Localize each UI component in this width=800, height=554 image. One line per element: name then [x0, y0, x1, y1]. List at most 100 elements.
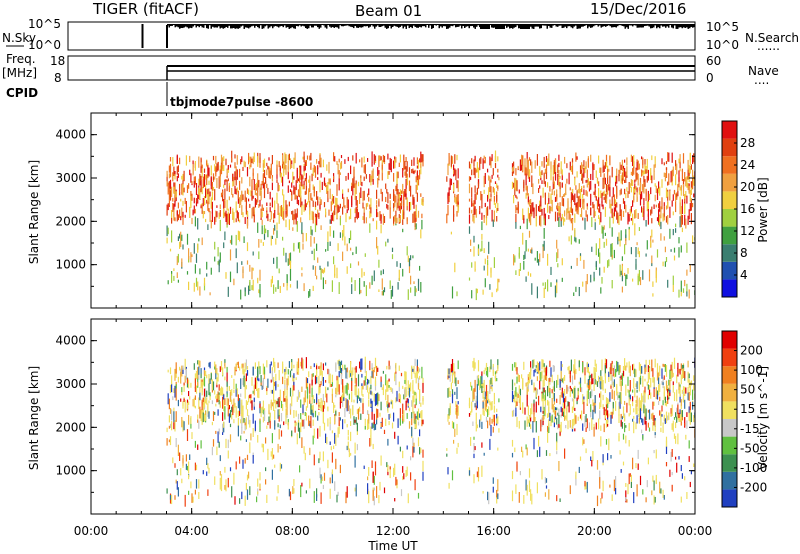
range-cell — [267, 422, 269, 426]
range-cell — [371, 400, 373, 412]
range-cell — [271, 275, 273, 284]
range-cell — [515, 222, 517, 229]
range-cell — [279, 167, 281, 171]
range-cell — [655, 387, 657, 400]
range-cell — [574, 387, 576, 399]
range-cell — [331, 472, 333, 484]
range-cell — [518, 269, 520, 276]
range-cell — [362, 398, 364, 408]
range-cell — [269, 172, 271, 179]
range-cell — [633, 155, 635, 167]
range-cell — [451, 286, 454, 299]
range-cell — [234, 185, 236, 194]
range-cell — [483, 248, 485, 253]
range-cell — [576, 202, 578, 210]
range-cell — [621, 172, 623, 185]
range-cell — [632, 364, 634, 371]
noise-sample — [192, 24, 194, 27]
range-cell — [638, 418, 640, 423]
range-cell — [399, 394, 401, 404]
range-cell — [227, 211, 229, 224]
range-cell — [613, 207, 615, 217]
noise-sample — [446, 24, 448, 29]
range-cell — [334, 415, 336, 424]
range-cell — [399, 214, 401, 224]
range-cell — [296, 208, 298, 218]
range-cell — [311, 405, 313, 410]
range-cell — [370, 175, 372, 181]
range-cell — [672, 381, 674, 386]
range-cell — [579, 214, 582, 217]
range-cell — [365, 174, 367, 179]
range-cell — [633, 492, 635, 504]
range-cell — [235, 406, 237, 418]
range-cell — [457, 194, 459, 203]
range-cell — [329, 441, 331, 445]
range-cell — [360, 398, 362, 403]
range-cell — [544, 492, 546, 497]
range-cell — [346, 486, 348, 498]
range-cell — [345, 212, 347, 223]
noise-sample — [246, 24, 248, 28]
range-cell — [207, 489, 209, 496]
range-cell — [592, 168, 594, 181]
range-cell — [675, 193, 677, 203]
range-cell — [252, 168, 254, 180]
range-cell — [492, 186, 494, 193]
range-cell — [202, 210, 204, 219]
range-cell — [541, 393, 543, 402]
range-cell — [176, 166, 178, 175]
range-cell — [485, 394, 488, 407]
range-cell — [227, 477, 229, 488]
range-cell — [277, 384, 279, 387]
range-cell — [293, 488, 295, 494]
range-cell — [678, 388, 680, 394]
range-cell — [296, 178, 298, 183]
range-cell — [337, 163, 339, 175]
noise-sample — [675, 24, 677, 29]
range-cell — [403, 394, 405, 400]
range-cell — [179, 157, 181, 165]
range-cell — [198, 156, 200, 168]
range-cell — [268, 403, 270, 411]
range-cell — [560, 217, 562, 222]
range-cell — [391, 285, 394, 297]
range-cell — [393, 173, 395, 182]
range-cell — [224, 200, 226, 208]
range-cell — [544, 409, 546, 416]
range-cell — [412, 402, 414, 414]
range-cell — [658, 217, 660, 223]
time-tick-label: 04:00 — [174, 524, 209, 538]
range-cell — [262, 400, 264, 410]
range-cell — [685, 177, 687, 187]
range-cell — [338, 412, 340, 417]
range-cell — [297, 422, 300, 432]
range-cell — [591, 460, 593, 467]
range-cell — [681, 227, 683, 233]
range-cell — [246, 401, 249, 405]
range-cell — [408, 261, 411, 274]
range-cell — [636, 407, 638, 415]
range-cell — [246, 211, 249, 217]
range-cell — [201, 164, 203, 169]
range-cell — [544, 213, 546, 226]
range-cell — [569, 161, 571, 171]
range-cell — [261, 406, 263, 413]
range-cell — [530, 205, 532, 214]
range-cell — [670, 451, 672, 462]
range-cell — [497, 365, 499, 371]
range-cell — [206, 457, 208, 465]
range-cell — [684, 280, 686, 287]
range-cell — [333, 196, 335, 204]
range-cell — [269, 170, 271, 174]
noise-sample — [170, 24, 172, 27]
range-cell — [518, 247, 520, 257]
range-cell — [369, 223, 371, 233]
range-cell — [622, 406, 625, 418]
range-cell — [596, 179, 599, 184]
range-cell — [536, 450, 538, 458]
range-cell — [514, 362, 516, 368]
range-cell — [600, 190, 602, 199]
range-cell — [224, 231, 226, 241]
range-cell — [599, 167, 601, 173]
